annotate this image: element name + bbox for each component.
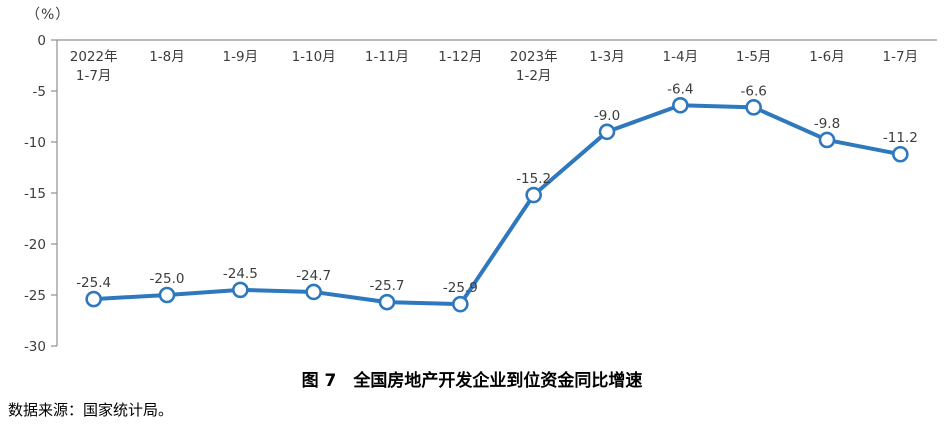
data-point-label: -25.0	[150, 271, 185, 287]
chart-title: 图 7 全国房地产开发企业到位资金同比增速	[301, 371, 643, 391]
data-point-marker	[305, 283, 322, 301]
x-category-label: 1-2月	[516, 68, 552, 84]
data-point-label: -6.6	[740, 83, 766, 99]
data-point-label: -25.4	[76, 275, 111, 291]
x-category-label: 1-7月	[76, 68, 112, 84]
x-category-label: 1-7月	[883, 49, 919, 65]
data-point-label: -24.7	[296, 268, 331, 284]
x-category-label: 1-11月	[365, 49, 409, 65]
data-point-marker	[452, 295, 469, 313]
y-axis-unit-label: （%）	[26, 7, 71, 23]
x-category-label: 1-4月	[663, 49, 699, 65]
x-category-label: 1-6月	[809, 49, 845, 65]
data-point-label: -15.2	[516, 171, 551, 187]
data-point-marker	[892, 145, 909, 163]
data-point-label: -25.9	[443, 280, 478, 296]
y-tick-label: -10	[24, 135, 46, 151]
data-source-note: 数据来源：国家统计局。	[8, 401, 174, 419]
y-tick-label: -30	[24, 339, 46, 355]
series-line	[91, 103, 903, 307]
data-point-marker	[672, 96, 689, 114]
data-point-label: -6.4	[667, 81, 693, 97]
x-category-label: 2023年	[510, 49, 558, 65]
y-tick-label: 0	[37, 33, 46, 49]
data-point-label: -9.0	[594, 108, 620, 124]
x-category-label: 1-9月	[223, 49, 259, 65]
data-point-label: -11.2	[883, 130, 918, 146]
x-category-label: 1-3月	[589, 49, 625, 65]
x-category-label: 1-8月	[149, 49, 185, 65]
y-tick-label: -25	[24, 288, 46, 304]
data-point-marker	[85, 290, 102, 308]
data-point-marker	[232, 281, 249, 299]
line-chart: 0 -5 -10 -15 -20 -25 -30 2022年 1-7月 1-8月 1-9月 1-10月…	[24, 33, 937, 355]
x-category-label: 1-12月	[438, 49, 482, 65]
data-point-marker	[378, 293, 396, 311]
data-point-marker	[818, 131, 836, 149]
x-category-label: 1-5月	[736, 49, 772, 65]
data-point-marker	[598, 123, 616, 141]
data-point-marker	[525, 186, 542, 204]
y-tick-label: -20	[24, 237, 46, 253]
data-point-label: -24.5	[223, 266, 258, 282]
y-tick-label: -5	[33, 84, 46, 100]
data-point-label: -25.7	[370, 278, 405, 294]
data-point-label: -9.8	[814, 116, 840, 132]
x-category-label: 2022年	[70, 49, 118, 65]
data-point-marker	[158, 286, 176, 304]
data-point-marker	[745, 99, 762, 116]
x-category-label: 1-10月	[292, 49, 336, 65]
y-tick-label: -15	[24, 186, 46, 202]
